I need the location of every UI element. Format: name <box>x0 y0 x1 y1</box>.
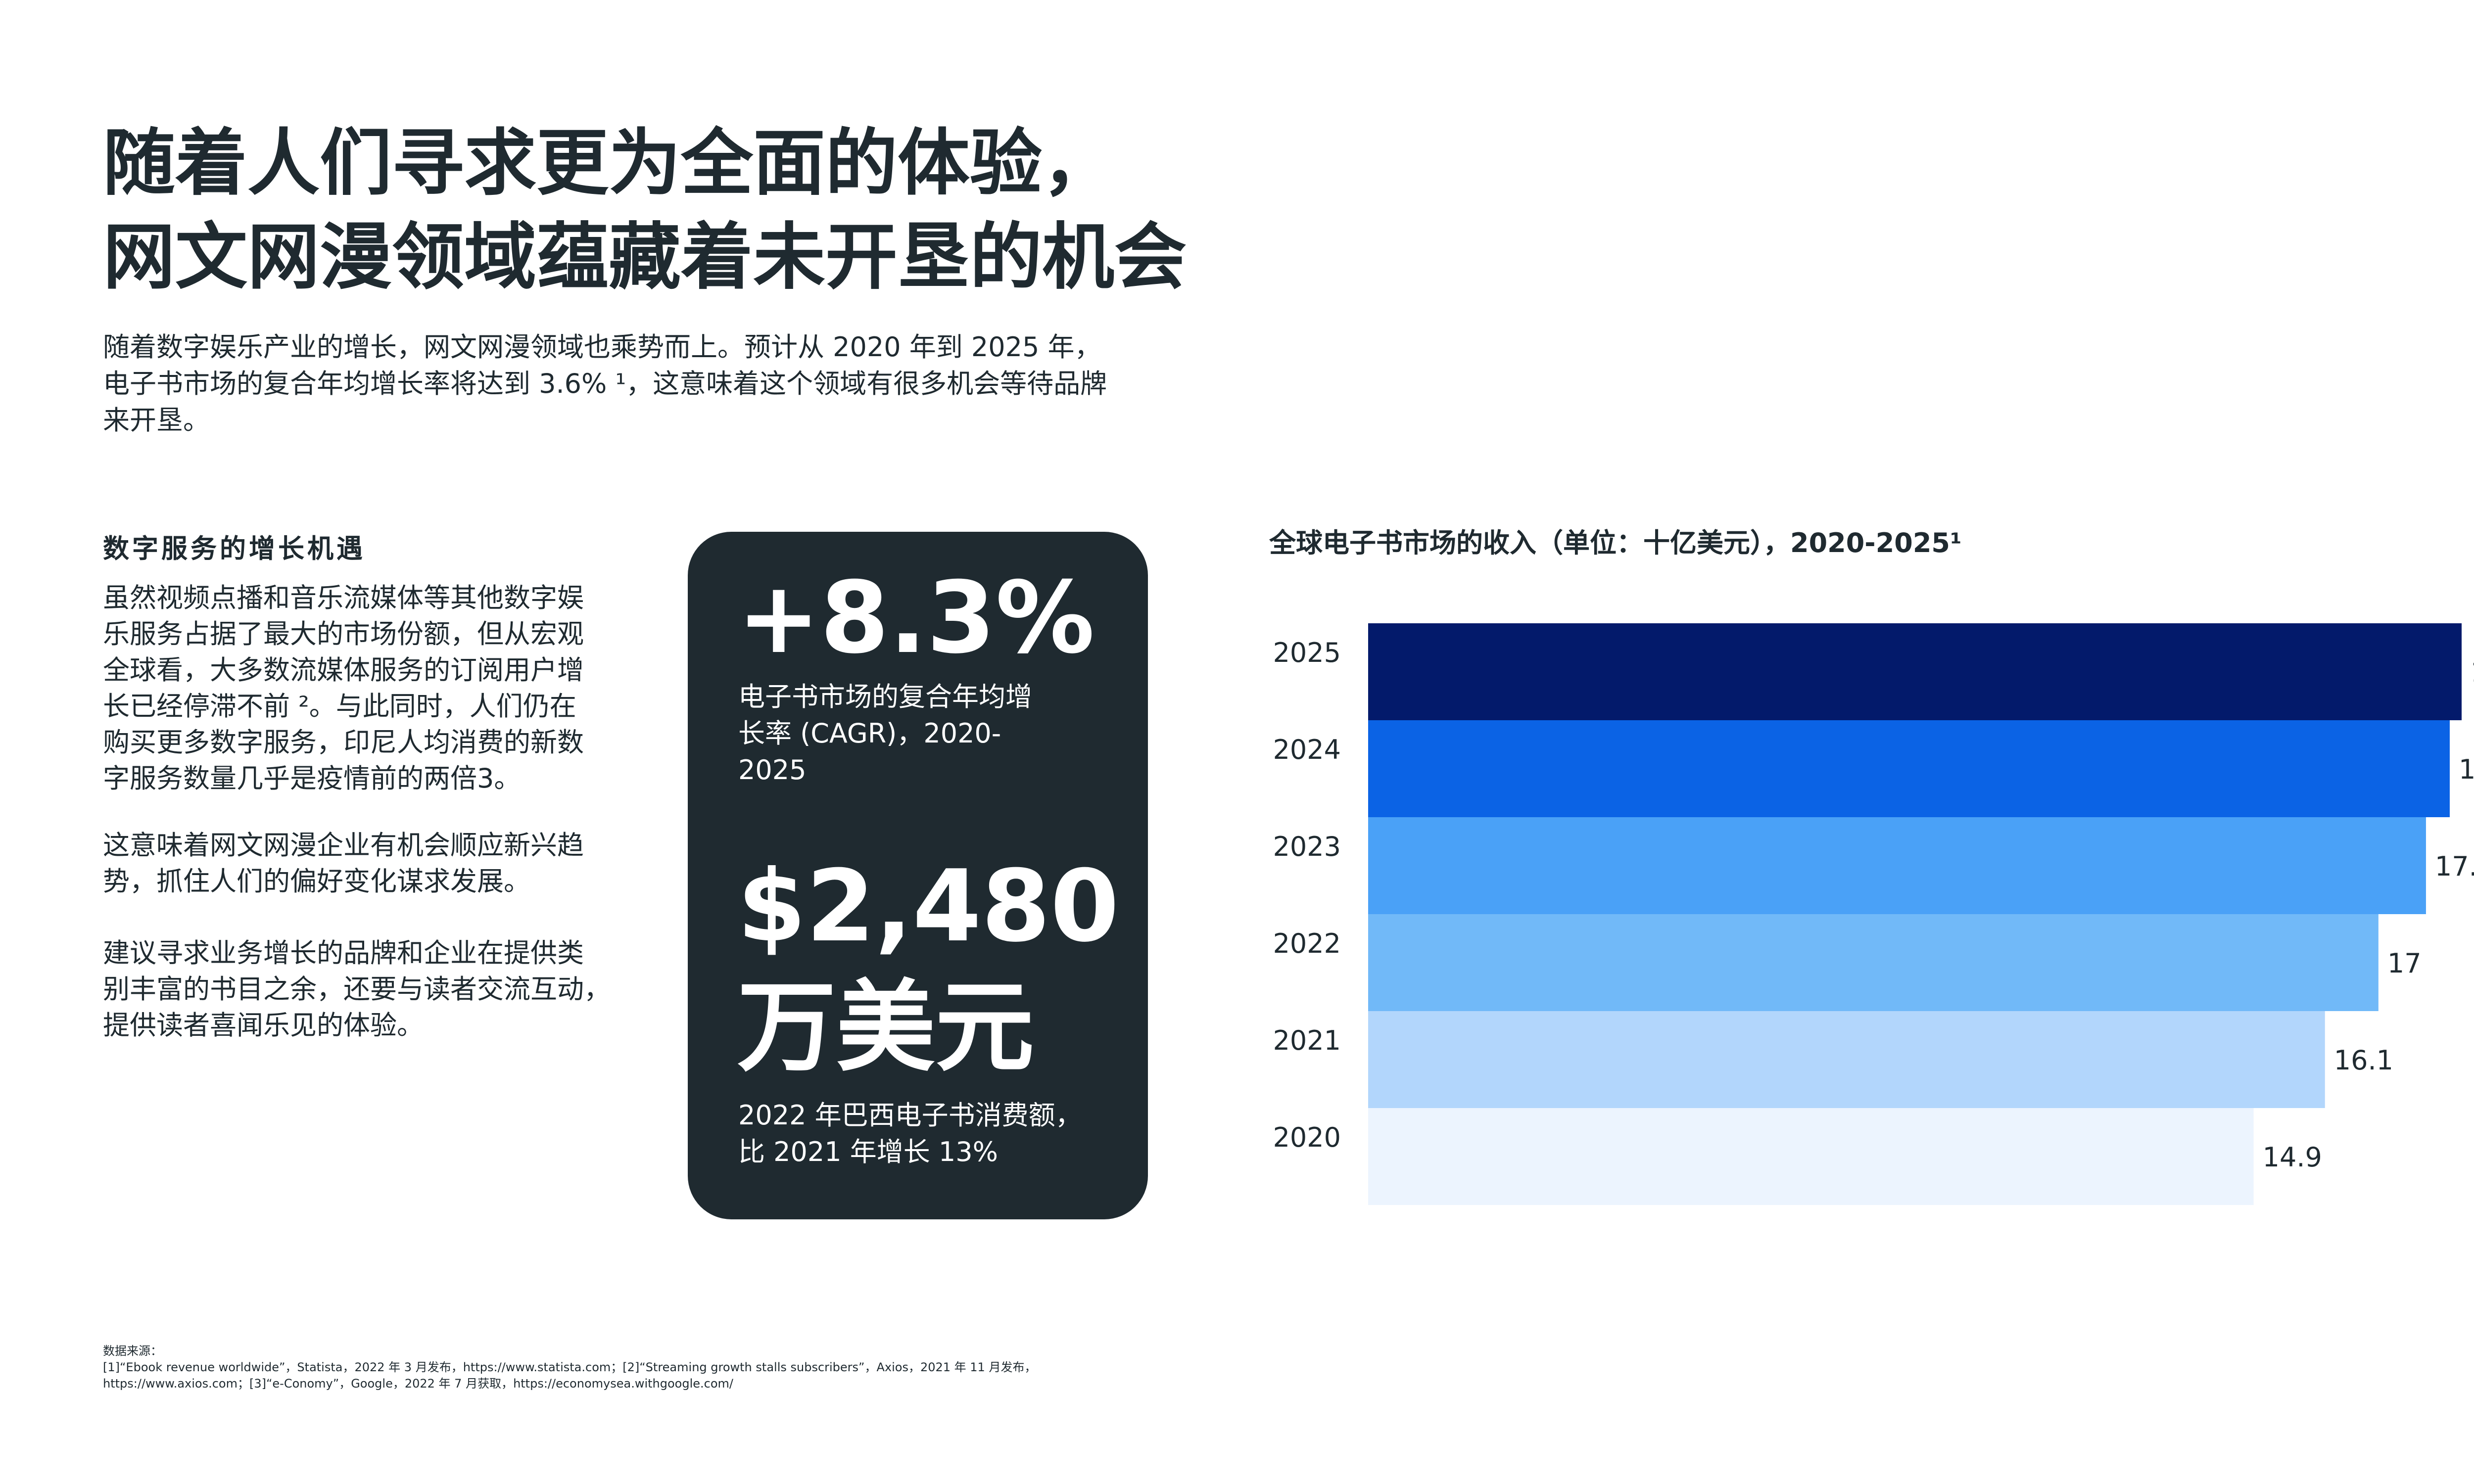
bar-2023 <box>1368 817 2426 914</box>
bar-2021 <box>1368 1011 2325 1108</box>
category-label-2021: 2021 <box>1273 1025 1341 1056</box>
category-label-2022: 2022 <box>1273 928 1341 959</box>
intro-line-1: 随着数字娱乐产业的增长，网文网漫领域也乘势而上。预计从 2020 年到 2025… <box>103 331 1101 363</box>
stat-spend-value: $2,480 万美元 <box>737 846 1119 1088</box>
paragraph-line: 长已经停滞不前 ²。与此同时，人们仍在 <box>103 691 576 722</box>
paragraph-line: 提供读者喜闻乐见的体验。 <box>103 1010 424 1041</box>
value-label-2025: 18.4 <box>2471 657 2474 688</box>
stat-spend-value-line-2: 万美元 <box>737 970 1035 1085</box>
value-label-2021: 16.1 <box>2334 1045 2393 1076</box>
stat-desc-line: 电子书市场的复合年均增 <box>738 681 1032 712</box>
paragraph-line: 建议寻求业务增长的品牌和企业在提供类 <box>103 937 584 969</box>
paragraph-line: 字服务数量几乎是疫情前的两倍3。 <box>103 763 521 794</box>
body-paragraph-3: 建议寻求业务增长的品牌和企业在提供类 别丰富的书目之余，还要与读者交流互动， 提… <box>103 935 627 1043</box>
category-label-2024: 2024 <box>1273 734 1341 765</box>
stat-spend-value-line-1: $2,480 <box>737 849 1119 964</box>
stat-desc-line: 2025 <box>738 754 807 786</box>
bar-2024 <box>1368 720 2450 817</box>
category-label-2025: 2025 <box>1273 637 1341 668</box>
category-label-2020: 2020 <box>1273 1122 1341 1153</box>
chart-title: 全球电子书市场的收入（单位：十亿美元），2020-2025¹ <box>1269 527 1962 558</box>
stat-cagr-value: +8.3% <box>737 560 1095 676</box>
stat-cagr-description: 电子书市场的复合年均增 长率 (CAGR)，2020- 2025 <box>738 679 1094 788</box>
stat-desc-line: 2022 年巴西电子书消费额， <box>738 1100 1082 1131</box>
paragraph-line: 虽然视频点播和音乐流媒体等其他数字娱 <box>103 582 584 613</box>
page-title: 随着人们寻求更为全面的体验， 网文网漫领域蕴藏着未开垦的机会 <box>103 116 1187 304</box>
bar-2022 <box>1368 914 2379 1011</box>
revenue-bar-chart: 2025 18.4 2024 18.2 2023 17.8 2022 17 2021 16.1 20… <box>1273 623 2474 1205</box>
section-heading: 数字服务的增长机遇 <box>103 534 366 564</box>
intro-paragraph: 随着数字娱乐产业的增长，网文网漫领域也乘势而上。预计从 2020 年到 2025… <box>103 329 1167 439</box>
intro-line-2: 电子书市场的复合年均增长率将达到 3.6% ¹，这意味着这个领域有很多机会等待品… <box>103 368 1107 399</box>
page-title-line-1: 随着人们寻求更为全面的体验， <box>103 121 1114 205</box>
body-paragraph-1: 虽然视频点播和音乐流媒体等其他数字娱 乐服务占据了最大的市场份额，但从宏观 全球… <box>103 580 627 796</box>
footnote-line: https://www.axios.com；[3]“e-Conomy”，Goog… <box>103 1377 733 1391</box>
paragraph-line: 别丰富的书目之余，还要与读者交流互动， <box>103 974 611 1005</box>
stat-desc-line: 比 2021 年增长 13% <box>738 1136 998 1167</box>
paragraph-line: 购买更多数字服务，印尼人均消费的新数 <box>103 727 584 758</box>
bar-2020 <box>1368 1108 2254 1205</box>
footnote-line: 数据来源： <box>103 1344 162 1358</box>
value-label-2024: 18.2 <box>2459 754 2474 785</box>
body-paragraph-2: 这意味着网文网漫企业有机会顺应新兴趋 势，抓住人们的偏好变化谋求发展。 <box>103 827 627 899</box>
paragraph-line: 乐服务占据了最大的市场份额，但从宏观 <box>103 618 584 649</box>
paragraph-line: 全球看，大多数流媒体服务的订阅用户增 <box>103 654 584 686</box>
category-label-2023: 2023 <box>1273 831 1341 862</box>
bar-2025 <box>1368 623 2462 720</box>
source-footnote: 数据来源： [1]“Ebook revenue worldwide”，Stati… <box>103 1343 1340 1392</box>
footnote-line: [1]“Ebook revenue worldwide”，Statista，20… <box>103 1360 1037 1374</box>
intro-line-3: 来开垦。 <box>103 405 210 436</box>
stat-card <box>688 532 1148 1219</box>
page-title-line-2: 网文网漫领域蕴藏着未开垦的机会 <box>103 215 1187 299</box>
stat-desc-line: 长率 (CAGR)，2020- <box>738 718 1001 749</box>
value-label-2022: 17 <box>2387 948 2422 979</box>
value-label-2023: 17.8 <box>2435 851 2474 882</box>
paragraph-line: 这意味着网文网漫企业有机会顺应新兴趋 <box>103 830 584 861</box>
stat-spend-description: 2022 年巴西电子书消费额， 比 2021 年增长 13% <box>738 1097 1094 1170</box>
paragraph-line: 势，抓住人们的偏好变化谋求发展。 <box>103 866 530 897</box>
value-label-2020: 14.9 <box>2263 1142 2322 1173</box>
